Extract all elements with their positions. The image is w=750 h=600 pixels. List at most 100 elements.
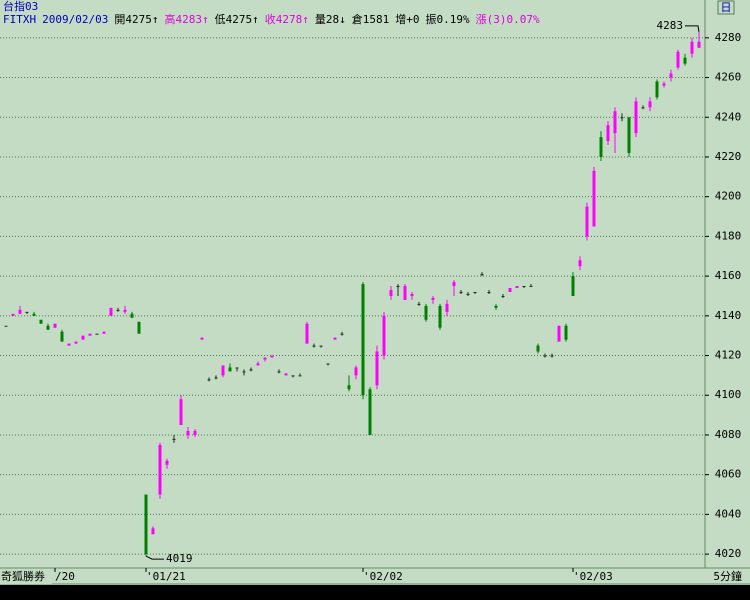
candle-body (228, 367, 232, 372)
y-tick-label: 4200 (715, 190, 742, 203)
y-tick-label: 4220 (715, 150, 742, 163)
header-item: 振0.19% (425, 12, 469, 26)
candle-body (221, 365, 225, 376)
candle-body (480, 274, 484, 276)
candle-body (18, 309, 22, 314)
x-tick-label: /20 (55, 570, 75, 583)
candle-body (326, 363, 330, 365)
candle-body (102, 331, 106, 334)
candle-body (403, 286, 407, 300)
candle-body (452, 282, 456, 287)
candle-body (431, 297, 435, 300)
candle-body (613, 111, 617, 134)
y-tick-label: 4280 (715, 31, 742, 44)
candle-body (95, 333, 99, 335)
candle-body (214, 377, 218, 379)
y-tick-label: 4040 (715, 507, 742, 520)
candle-body (32, 313, 36, 316)
candle-body (186, 430, 190, 435)
brand-box (0, 569, 52, 584)
annotation-leader (145, 555, 164, 560)
bottom-strip (0, 585, 750, 600)
candle-body (543, 355, 547, 357)
candle-body (298, 375, 302, 377)
candle-body (515, 286, 519, 289)
candle-body (193, 430, 197, 435)
candle-body (697, 41, 701, 48)
candle-body (494, 305, 498, 308)
candle-body (557, 325, 561, 342)
candle-body (368, 389, 372, 435)
header-item: 收4278↑ (265, 12, 309, 26)
candle-body (74, 341, 78, 344)
background (0, 0, 750, 585)
candle-body (536, 345, 540, 352)
candle-body (354, 367, 358, 376)
header-item: 量28↓ (315, 13, 346, 26)
candle-body (410, 293, 414, 296)
candle-body (620, 117, 624, 119)
candle-body (459, 291, 463, 293)
y-tick-label: 4240 (715, 110, 742, 123)
y-tick-label: 4020 (715, 547, 742, 560)
header-item: 漲(3)0.07% (476, 13, 540, 26)
candle-body (263, 357, 267, 360)
y-tick-label: 4140 (715, 309, 742, 322)
x-tick-label: '02/02 (363, 570, 403, 583)
candle-body (340, 333, 344, 335)
candle-body (4, 325, 8, 327)
candle-body (158, 444, 162, 495)
candle-body (207, 379, 211, 381)
candle-body (165, 460, 169, 465)
candle-body (424, 305, 428, 320)
candle-body (683, 57, 687, 64)
y-tick-label: 4120 (715, 349, 742, 362)
candle-body (81, 335, 85, 340)
candle-body (564, 325, 568, 340)
candle-body (60, 331, 64, 342)
candle-body (690, 41, 694, 54)
candle-body (277, 371, 281, 373)
candle-body (599, 137, 603, 157)
candle-body (53, 323, 57, 328)
min-annotation: 4019 (166, 552, 193, 565)
candle-body (235, 367, 239, 369)
period-button[interactable] (717, 0, 735, 15)
candle-body (242, 371, 246, 373)
candle-body (123, 309, 127, 312)
candle-body (382, 315, 386, 356)
y-tick-label: 4260 (715, 71, 742, 84)
candle-body (144, 494, 148, 555)
period-button-label[interactable]: 日 (721, 1, 732, 14)
x-tick-label: '02/03 (573, 570, 613, 583)
candle-body (291, 375, 295, 377)
candle-body (39, 319, 43, 324)
candle-body (522, 286, 526, 288)
candle-body (438, 305, 442, 328)
candle-body (172, 438, 176, 440)
candle-body (151, 528, 155, 535)
candle-body (585, 206, 589, 237)
header-item: 2009/02/03 (42, 13, 108, 26)
header-item: 增+0 (395, 12, 419, 26)
candle-body (137, 321, 141, 334)
candle-body (417, 303, 421, 305)
y-tick-label: 4080 (715, 428, 742, 441)
y-tick-label: 4100 (715, 388, 742, 401)
candle-body (88, 333, 92, 336)
candle-body (109, 307, 113, 316)
candle-body (375, 351, 379, 386)
candle-body (508, 288, 512, 292)
candle-body (389, 290, 393, 296)
candle-body (627, 117, 631, 153)
candle-body (641, 107, 645, 109)
period-label: 5分鐘 (713, 569, 742, 583)
x-tick-label: '01/21 (146, 570, 186, 583)
candle-body (571, 276, 575, 296)
y-tick-label: 4060 (715, 468, 742, 481)
header-item: 高4283↑ (164, 12, 208, 26)
symbol-title: 台指03 (3, 0, 38, 13)
y-tick-label: 4160 (715, 269, 742, 282)
candle-body (25, 311, 29, 313)
